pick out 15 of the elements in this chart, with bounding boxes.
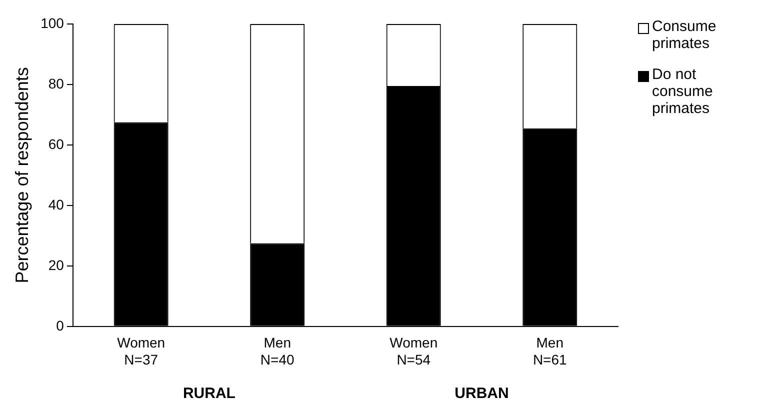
y-tick-label: 100 (40, 14, 64, 31)
y-tick-label: 80 (48, 75, 64, 92)
x-tick-label: Men N=40 (260, 334, 294, 368)
x-tick-label: Women N=54 (390, 334, 438, 368)
y-tick-label: 0 (56, 317, 64, 334)
text: RURAL (182, 385, 236, 402)
legend-label: Do not consume primates (652, 66, 714, 117)
x-tick-label: Men N=61 (532, 334, 568, 368)
x-tick-label: Women N=37 (117, 334, 166, 368)
y-axis-title: Percentage of respondents (12, 67, 32, 284)
y-tick-label: 40 (48, 196, 64, 212)
y-tick-label: 60 (48, 136, 64, 152)
legend-label: Consume primates (652, 18, 718, 52)
text: URBAN (454, 385, 509, 402)
y-tick-label: 20 (48, 256, 64, 273)
